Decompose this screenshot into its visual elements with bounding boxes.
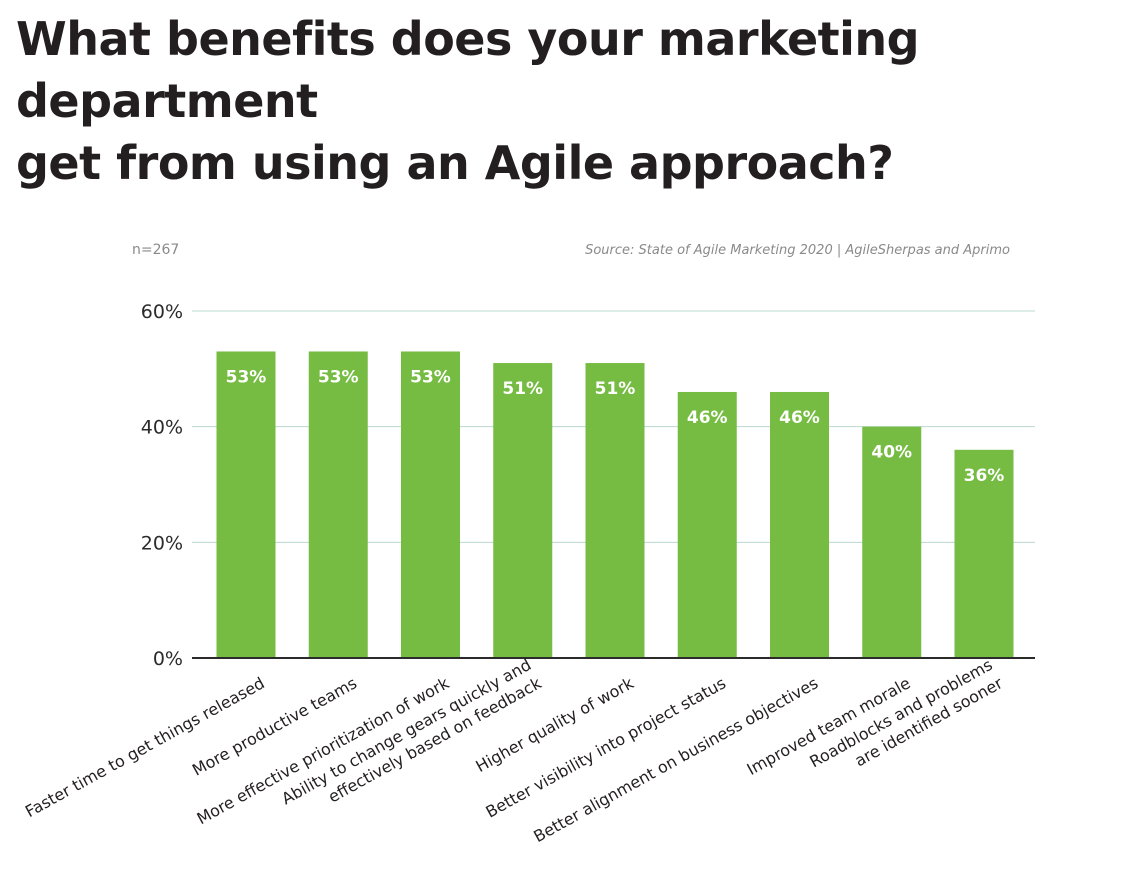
source-note: Source: State of Agile Marketing 2020 | … <box>585 243 1010 258</box>
data-label: 53% <box>410 367 451 387</box>
data-label: 51% <box>595 379 636 399</box>
data-label: 40% <box>871 443 912 463</box>
bar <box>401 351 460 658</box>
bar <box>954 449 1014 658</box>
data-label: 46% <box>687 408 728 428</box>
y-tick-label: 60% <box>141 301 183 323</box>
y-axis-ticks: 0% 20% 40% 60% <box>141 301 183 670</box>
data-label: 36% <box>964 466 1005 486</box>
data-label: 53% <box>318 367 359 387</box>
bar <box>770 391 829 658</box>
data-labels: 53% 53% 53% 51% 51% 46% 46% 40% 36% <box>226 367 1005 485</box>
y-tick-label: 20% <box>141 532 183 554</box>
bar <box>493 363 553 658</box>
y-tick-label: 0% <box>153 648 183 670</box>
bar <box>308 351 368 658</box>
title-line-1: What benefits does your marketing depart… <box>16 12 920 128</box>
title-line-2: get from using an Agile approach? <box>16 136 894 190</box>
bars <box>216 351 1014 658</box>
bar <box>862 426 922 658</box>
data-label: 46% <box>779 408 820 428</box>
chart-title: What benefits does your marketing depart… <box>16 8 1126 194</box>
sample-size-note: n=267 <box>132 242 179 258</box>
bar <box>677 391 737 658</box>
data-label: 53% <box>226 367 267 387</box>
bar <box>216 351 276 658</box>
category-label-line: Ability to change gears quickly and <box>278 655 534 808</box>
data-label: 51% <box>502 379 543 399</box>
bar <box>585 363 645 658</box>
y-tick-label: 40% <box>141 417 183 439</box>
